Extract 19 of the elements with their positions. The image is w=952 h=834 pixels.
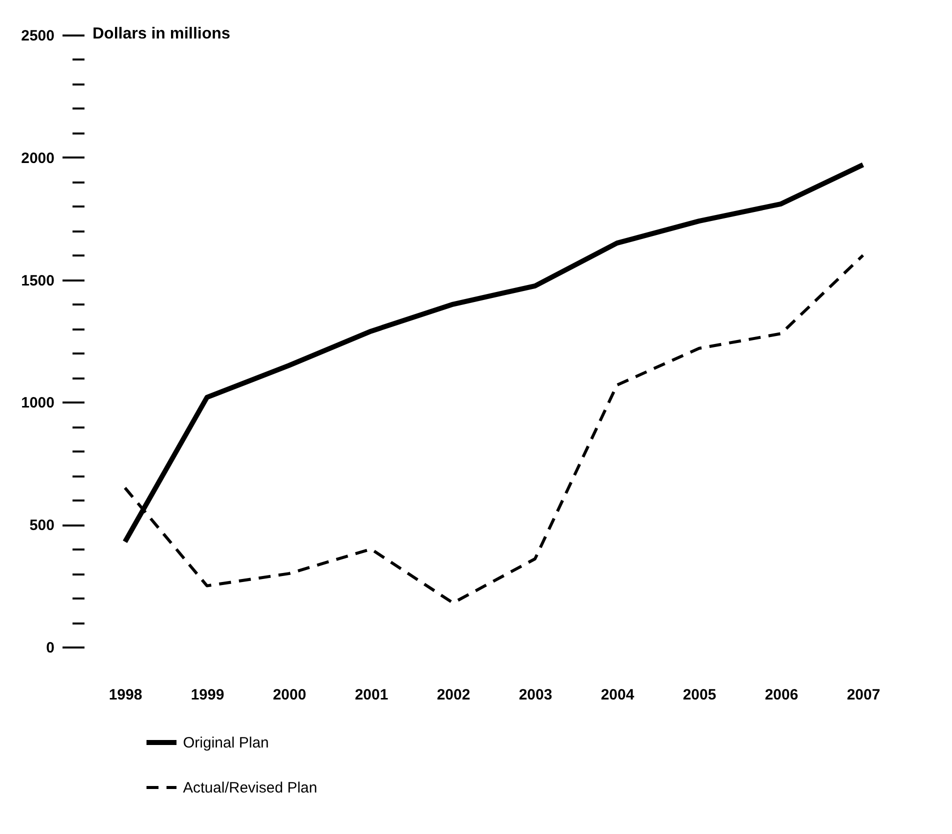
- y-tick-label: 500: [29, 517, 54, 534]
- x-tick-label: 2000: [272, 686, 306, 704]
- x-tick-label: 2003: [518, 686, 552, 704]
- x-tick-label: 2001: [354, 686, 388, 704]
- y-tick-label: 1000: [21, 394, 54, 412]
- x-tick-label: 2005: [682, 686, 716, 704]
- x-tick-label: 2007: [846, 686, 880, 704]
- x-tick-label: 2006: [764, 686, 798, 704]
- y-tick-label: 2500: [21, 28, 54, 44]
- y-tick-label: 2000: [21, 150, 54, 167]
- x-tick-label: 2004: [600, 686, 635, 704]
- y-tick-label: 0: [46, 640, 54, 656]
- legend-label: Actual/Revised Plan: [183, 780, 318, 796]
- y-tick-label: 1500: [21, 272, 54, 290]
- legend-label: Original Plan: [183, 734, 269, 752]
- x-tick-label: 1999: [190, 686, 224, 704]
- x-tick-label: 2002: [436, 686, 470, 704]
- x-tick-label: 1998: [108, 686, 142, 704]
- y-axis-title: Dollars in millions: [92, 26, 230, 42]
